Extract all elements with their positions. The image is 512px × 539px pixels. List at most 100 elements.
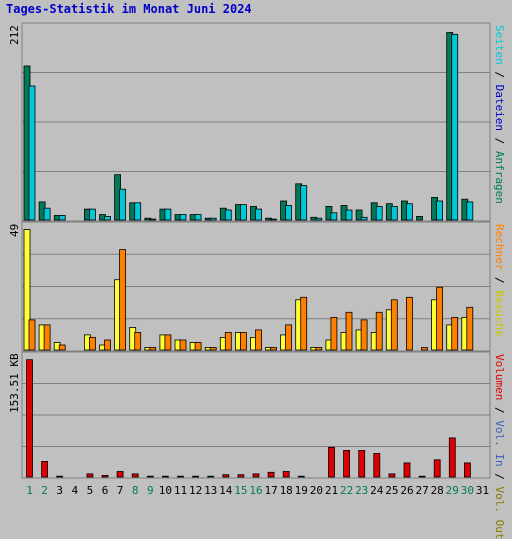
x-tick-label-day-15: 15 <box>234 484 247 497</box>
bar-volumen-day-26 <box>403 462 411 478</box>
series-labels-1: Seiten / Dateien / Anfragen <box>493 25 506 204</box>
bar-dateien-day-22 <box>345 209 353 221</box>
x-tick-label-day-30: 30 <box>461 484 474 497</box>
bar-rechner-day-15 <box>239 331 247 351</box>
bar-volumen-day-7 <box>116 471 124 478</box>
bar-volumen-day-30 <box>463 462 471 478</box>
bar-rechner-day-16 <box>255 329 262 351</box>
bar-rechner-day-30 <box>466 306 474 351</box>
bar-dateien-day-26 <box>405 203 413 221</box>
bar-dateien-day-28 <box>436 200 444 221</box>
x-tick-label-day-5: 5 <box>87 484 94 497</box>
bar-dateien-day-6 <box>104 215 111 221</box>
bar-dateien-day-12 <box>194 214 202 221</box>
x-tick-label-day-23: 23 <box>355 484 368 497</box>
bar-volumen-day-24 <box>373 453 381 478</box>
bar-dateien-day-9 <box>149 218 157 221</box>
x-tick-label-day-25: 25 <box>385 484 398 497</box>
bar-volumen-day-1 <box>26 359 33 478</box>
bar-rechner-day-20 <box>315 347 323 351</box>
label-separator: / <box>493 130 506 151</box>
bar-volumen-day-2 <box>41 460 48 478</box>
x-tick-label-day-7: 7 <box>117 484 124 497</box>
chart-title: Tages-Statistik im Monat Juni 2024 <box>6 2 252 16</box>
bar-volumen-day-11 <box>177 475 184 478</box>
x-tick-label-day-12: 12 <box>189 484 202 497</box>
series-label-rechner: Rechner <box>493 224 506 271</box>
x-tick-label-day-6: 6 <box>102 484 109 497</box>
bar-rechner-day-12 <box>194 342 202 351</box>
bar-rechner-day-18 <box>285 324 293 351</box>
x-tick-label-day-1: 1 <box>26 484 33 497</box>
series-label-dateien: Dateien <box>493 84 506 131</box>
daily-stats-chart: 1 2 3 4 5 6 7 8 9 10 11 12 13 14 15 16 17 18 19 20 21 22 23 24 2… <box>21 22 491 497</box>
x-tick-label-day-20: 20 <box>310 484 323 497</box>
series-label-vol-out: Vol. Out <box>493 486 506 539</box>
bar-volumen-day-15 <box>237 474 245 478</box>
y-max-label-3: 153.51 KB <box>8 353 21 414</box>
series-labels-2: Rechner / Besuche <box>493 224 506 337</box>
bar-dateien-day-20 <box>315 217 323 221</box>
x-tick-label-day-26: 26 <box>400 484 413 497</box>
bar-rechner-day-8 <box>134 331 142 351</box>
bar-volumen-day-17 <box>267 471 275 478</box>
bar-besuche-day-1 <box>23 229 31 351</box>
y-max-label-2: 49 <box>8 223 21 238</box>
bar-rechner-day-17 <box>270 347 277 351</box>
bar-volumen-day-3 <box>56 475 64 478</box>
bar-dateien-day-14 <box>224 209 232 221</box>
bar-rechner-day-9 <box>149 347 157 351</box>
bar-volumen-day-9 <box>146 475 154 478</box>
series-label-anfragen: Anfragen <box>493 150 506 204</box>
x-tick-label-day-21: 21 <box>325 484 338 497</box>
x-tick-label-day-16: 16 <box>249 484 262 497</box>
bar-dateien-day-3 <box>58 215 66 221</box>
y-max-label-1: 212 <box>8 24 21 45</box>
bar-volumen-day-13 <box>207 475 215 478</box>
bar-dateien-day-13 <box>209 217 217 221</box>
bar-volumen-day-14 <box>222 474 230 478</box>
x-tick-label-day-22: 22 <box>340 484 353 497</box>
bar-dateien-day-18 <box>285 205 293 221</box>
bar-rechner-day-29 <box>451 316 459 351</box>
bar-rechner-day-10 <box>164 334 172 351</box>
bar-rechner-day-11 <box>179 339 187 351</box>
bar-rechner-day-6 <box>104 339 111 351</box>
x-tick-label-day-14: 14 <box>219 484 233 497</box>
x-tick-label-day-10: 10 <box>159 484 172 497</box>
bar-volumen-day-21 <box>328 446 335 478</box>
bar-volumen-day-27 <box>418 475 426 478</box>
bar-volumen-day-29 <box>448 437 456 478</box>
x-tick-label-day-4: 4 <box>71 484 78 497</box>
label-separator: / <box>493 466 506 487</box>
bar-rechner-day-13 <box>209 347 217 351</box>
bar-rechner-day-25 <box>390 299 398 351</box>
label-separator: / <box>493 270 506 291</box>
bar-dateien-day-21 <box>330 212 338 221</box>
x-tick-label-day-2: 2 <box>41 484 48 497</box>
bar-volumen-day-23 <box>358 449 366 478</box>
bar-rechner-day-22 <box>345 311 353 351</box>
bar-rechner-day-7 <box>119 249 126 351</box>
bar-anfragen-day-27 <box>416 215 423 221</box>
bar-rechner-day-5 <box>89 336 96 351</box>
bar-dateien-day-25 <box>390 205 398 221</box>
bar-rechner-day-2 <box>43 324 51 351</box>
x-tick-label-day-18: 18 <box>280 484 293 497</box>
bar-dateien-day-19 <box>300 185 308 221</box>
x-tick-label-day-19: 19 <box>295 484 308 497</box>
x-tick-label-day-24: 24 <box>370 484 384 497</box>
bar-dateien-day-15 <box>239 204 247 221</box>
bar-rechner-day-23 <box>360 319 368 351</box>
bar-dateien-day-8 <box>134 202 142 221</box>
x-tick-label-day-17: 17 <box>264 484 277 497</box>
bar-volumen-day-5 <box>86 473 94 478</box>
label-separator: / <box>493 64 506 85</box>
bar-dateien-day-1 <box>28 85 36 221</box>
x-tick-label-day-29: 29 <box>446 484 459 497</box>
bar-dateien-day-23 <box>360 216 368 221</box>
series-labels-3: Volumen / Vol. In / Vol. Out <box>493 354 506 539</box>
bar-volumen-day-18 <box>282 471 290 478</box>
bar-volumen-day-6 <box>101 474 109 478</box>
